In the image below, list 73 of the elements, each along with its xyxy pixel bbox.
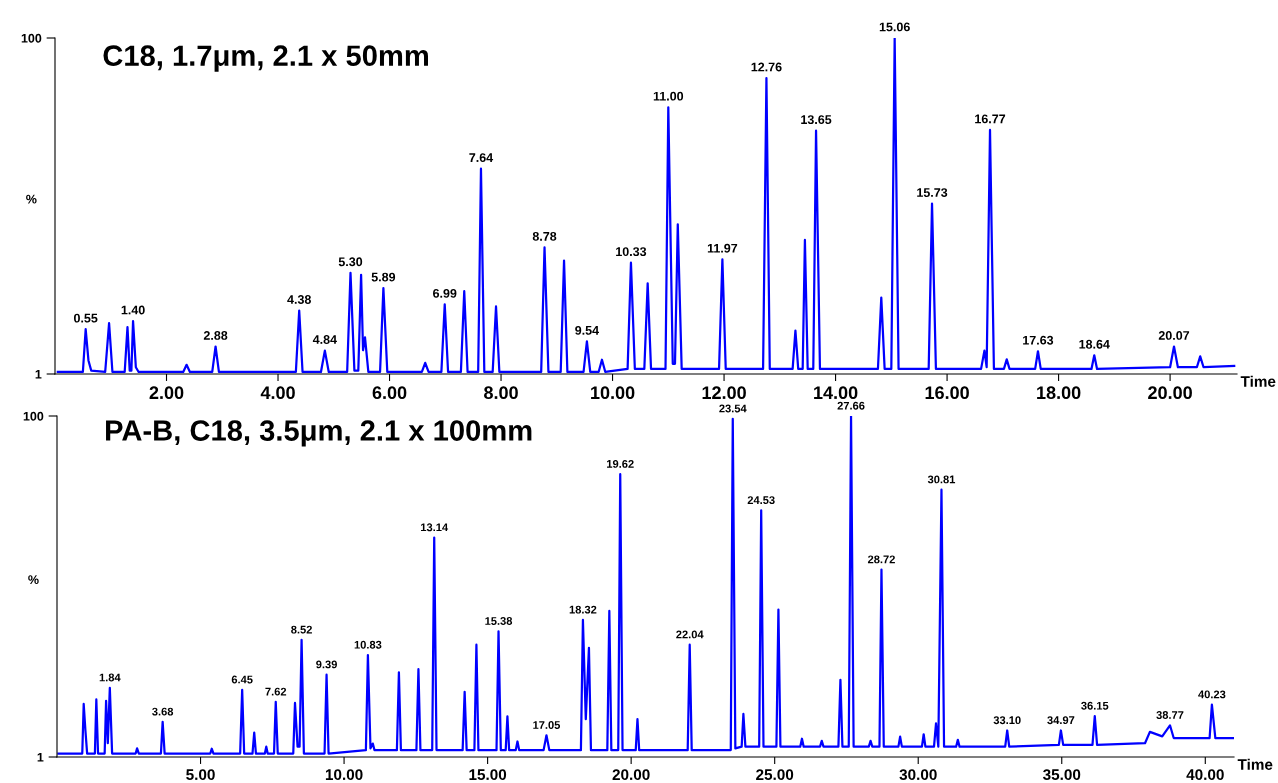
x-axis-title: Time xyxy=(1240,375,1276,387)
x-tick-label: 8.00 xyxy=(484,386,518,400)
annotation: 24.53 xyxy=(747,496,775,505)
chart-title: C18, 1.7μm, 2.1 x 50mm xyxy=(103,45,428,72)
annotation: 11.00 xyxy=(653,91,684,101)
annotation: 18.64 xyxy=(1079,339,1110,349)
annotation: 18.32 xyxy=(569,605,597,614)
annotation: 23.54 xyxy=(719,404,747,413)
annotation: 13.65 xyxy=(801,115,832,125)
annotation: 2.88 xyxy=(203,331,228,340)
chart-title: PA-B, C18, 3.5μm, 2.1 x 100mm xyxy=(106,420,532,447)
annotation: 1.40 xyxy=(121,305,145,315)
annotation: 16.77 xyxy=(975,114,1006,124)
annotation: 1.84 xyxy=(99,673,121,682)
annotation: 5.30 xyxy=(338,257,363,267)
annotation: 15.73 xyxy=(917,188,948,197)
annotation: 10.33 xyxy=(616,247,647,257)
x-tick-label: 16.00 xyxy=(925,386,969,400)
annotation: 15.06 xyxy=(879,22,910,32)
x-tick-label: 12.00 xyxy=(702,386,746,400)
x-tick-label: 6.00 xyxy=(372,386,407,400)
annotation: 4.84 xyxy=(312,335,337,344)
annotation: 5.89 xyxy=(371,272,396,282)
x-tick-label: 4.00 xyxy=(260,386,295,400)
annotation: 11.97 xyxy=(707,243,738,253)
annotation: 33.10 xyxy=(993,716,1021,725)
x-tick-label: 18.00 xyxy=(1037,386,1081,400)
annotation: 6.45 xyxy=(231,675,253,684)
annotation: 13.14 xyxy=(421,523,449,532)
x-tick-label: 14.00 xyxy=(814,386,858,400)
x-tick-label: 15.00 xyxy=(469,769,507,781)
x-tick-label: 20.00 xyxy=(1148,386,1192,400)
annotation: 7.64 xyxy=(469,153,494,163)
annotation: 17.05 xyxy=(533,721,561,729)
annotation: 34.97 xyxy=(1047,716,1075,725)
x-tick-label: 10.00 xyxy=(325,769,363,781)
annotation: 9.39 xyxy=(316,660,337,669)
annotation: 22.04 xyxy=(676,630,704,639)
y-tick-label: 1 xyxy=(35,369,42,379)
y-axis-title: % xyxy=(26,194,37,204)
annotation: 28.72 xyxy=(867,555,895,564)
x-tick-label: 20.00 xyxy=(612,769,650,781)
x-tick-label: 25.00 xyxy=(756,769,794,781)
annotation: 36.15 xyxy=(1081,701,1109,710)
y-tick-label: 1 xyxy=(37,752,44,762)
annotation: 38.77 xyxy=(1156,711,1184,719)
annotation: 20.07 xyxy=(1158,331,1190,340)
x-tick-label: 40.00 xyxy=(1186,769,1224,781)
annotation: 8.52 xyxy=(291,625,312,634)
annotation: 15.38 xyxy=(485,617,513,625)
annotation: 3.68 xyxy=(152,707,174,716)
annotation: 40.23 xyxy=(1198,690,1226,699)
y-axis-title: % xyxy=(28,575,39,584)
x-tick-label: 2.00 xyxy=(149,386,184,400)
annotation: 27.66 xyxy=(837,401,865,410)
annotation: 19.62 xyxy=(607,459,634,468)
x-tick-label: 5.00 xyxy=(186,769,215,781)
annotation: 17.63 xyxy=(1023,335,1054,345)
annotation: 0.55 xyxy=(74,313,98,323)
annotation: 6.99 xyxy=(433,288,457,298)
x-tick-label: 35.00 xyxy=(1042,769,1081,781)
y-tick-label: 100 xyxy=(21,33,42,43)
annotation: 9.54 xyxy=(575,325,599,335)
annotation: 4.38 xyxy=(287,295,311,304)
annotation: 7.62 xyxy=(265,687,287,696)
annotation: 8.78 xyxy=(532,231,557,241)
x-tick-label: 10.00 xyxy=(591,386,635,400)
x-axis-title: Time xyxy=(1237,758,1273,770)
y-tick-label: 100 xyxy=(23,411,44,421)
x-tick-label: 30.00 xyxy=(899,769,937,781)
annotation: 30.81 xyxy=(927,475,956,484)
annotation: 12.76 xyxy=(751,62,782,72)
annotation: 10.83 xyxy=(354,640,382,649)
